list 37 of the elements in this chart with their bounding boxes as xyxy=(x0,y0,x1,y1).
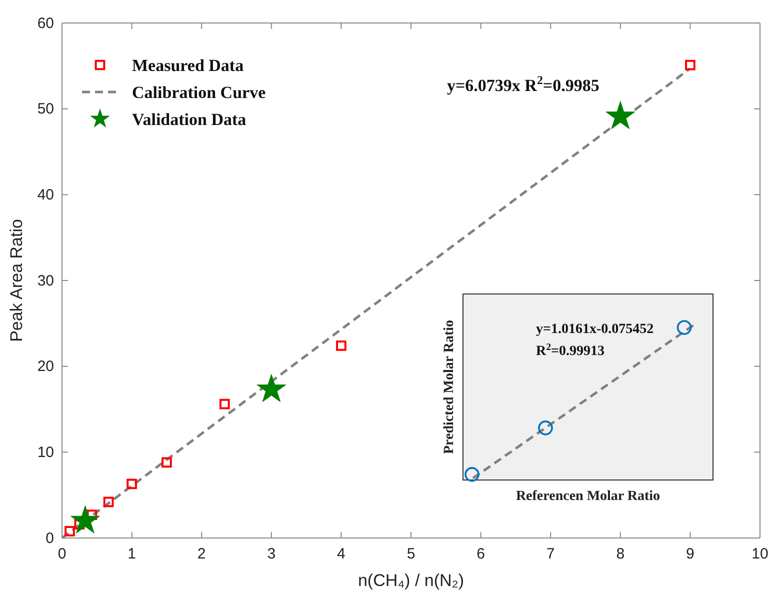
text: Predicted Molar Ratio xyxy=(442,320,457,454)
legend-label: Calibration Curve xyxy=(132,83,266,102)
x-tick-label: 0 xyxy=(58,546,66,563)
x-tick-label: 1 xyxy=(128,546,136,563)
x-tick-label: 5 xyxy=(406,546,416,563)
annotation: y=6.0739x R$^{2}$=0.9985 xyxy=(447,73,600,95)
point xyxy=(162,457,172,468)
point xyxy=(606,101,636,130)
annotation: R$^{2}$=0.99913 xyxy=(536,342,605,359)
x-tick-label: 8 xyxy=(616,546,625,563)
x-tick-label: 7 xyxy=(546,546,555,563)
point xyxy=(256,374,286,402)
y-tick-label: 30 xyxy=(37,272,54,290)
text: Referencen Molar Ratio xyxy=(516,489,660,504)
x-tick-label: 10 xyxy=(752,546,768,563)
x-tick-label: 6 xyxy=(476,546,485,563)
point xyxy=(219,398,230,410)
x-tick-label: 4 xyxy=(337,546,346,563)
y-tick-label: 20 xyxy=(37,358,54,376)
annotation: y=1.0161x-0.075452 xyxy=(536,322,654,337)
point xyxy=(64,526,75,536)
y-tick-label: 10 xyxy=(37,444,54,461)
legend-label: Validation Data xyxy=(132,110,247,129)
x-tick-label: 9 xyxy=(686,546,694,563)
y-tick-label: 40 xyxy=(37,186,54,204)
y-tick-label: 0 xyxy=(46,530,54,547)
point xyxy=(336,340,346,351)
point xyxy=(103,496,114,508)
y-tick-label: 60 xyxy=(37,14,54,32)
legend-label: Measured Data xyxy=(132,56,244,75)
x-tick-label: 2 xyxy=(197,546,206,563)
point xyxy=(685,60,696,70)
y-tick-label: 50 xyxy=(37,100,54,118)
point xyxy=(126,478,137,490)
x-tick-label: 3 xyxy=(267,546,276,563)
y-axis-title: Peak Area Ratio xyxy=(7,219,26,342)
x-axis-title: n(CH₄) / n(N₂) xyxy=(358,571,464,590)
